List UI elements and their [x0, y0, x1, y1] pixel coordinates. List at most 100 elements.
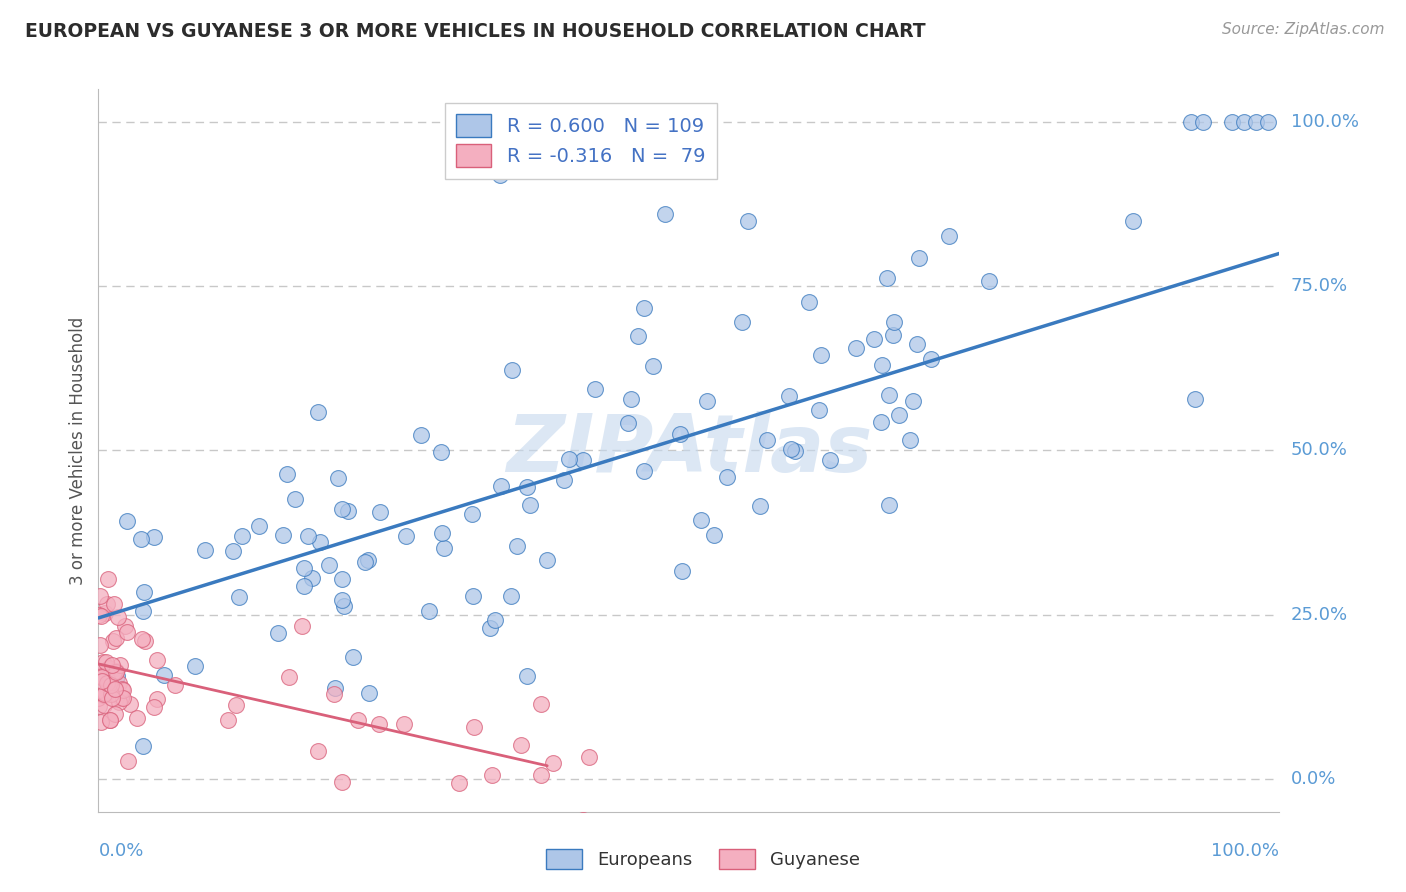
Point: [908, 251, 931, 265]
Point: [530, 698, 553, 712]
Point: [571, 452, 593, 467]
Point: [877, 499, 900, 513]
Point: [977, 274, 1000, 288]
Point: [97, 673, 120, 688]
Point: [125, 711, 148, 725]
Point: [225, 698, 247, 712]
Point: [94, 606, 117, 620]
Point: [111, 682, 134, 697]
Point: [100, 678, 122, 692]
Point: [222, 543, 245, 558]
Point: [98, 677, 121, 691]
Point: [104, 631, 127, 645]
Text: 100.0%: 100.0%: [1291, 113, 1358, 131]
Point: [337, 503, 360, 517]
Point: [104, 682, 127, 697]
Text: ZIPAtlas: ZIPAtlas: [506, 411, 872, 490]
Point: [810, 348, 832, 362]
Point: [91, 664, 114, 678]
Point: [807, 403, 830, 417]
Point: [93, 672, 115, 686]
Point: [96, 676, 118, 690]
Point: [510, 739, 533, 753]
Point: [578, 749, 600, 764]
Point: [105, 668, 128, 682]
Legend: Europeans, Guyanese: Europeans, Guyanese: [537, 839, 869, 879]
Point: [1184, 392, 1206, 406]
Point: [307, 404, 329, 418]
Point: [898, 433, 921, 447]
Point: [134, 633, 156, 648]
Point: [516, 479, 538, 493]
Point: [779, 442, 801, 456]
Point: [323, 681, 346, 695]
Point: [877, 388, 900, 402]
Point: [778, 388, 800, 402]
Point: [755, 433, 778, 447]
Point: [737, 213, 759, 227]
Point: [641, 359, 664, 373]
Point: [90, 715, 112, 730]
Point: [716, 470, 738, 484]
Point: [90, 669, 112, 683]
Point: [489, 168, 512, 182]
Point: [146, 691, 169, 706]
Point: [1257, 115, 1279, 129]
Point: [612, 827, 634, 841]
Point: [276, 467, 298, 481]
Point: [91, 655, 114, 669]
Point: [111, 682, 134, 697]
Point: [291, 619, 314, 633]
Point: [353, 555, 375, 569]
Point: [101, 633, 124, 648]
Point: [368, 716, 391, 731]
Text: 0.0%: 0.0%: [98, 842, 143, 860]
Point: [153, 667, 176, 681]
Point: [96, 597, 118, 611]
Point: [107, 695, 129, 709]
Point: [132, 739, 155, 753]
Point: [217, 713, 239, 727]
Point: [433, 541, 456, 556]
Point: [115, 625, 138, 640]
Point: [110, 690, 132, 705]
Point: [731, 315, 754, 329]
Point: [111, 690, 134, 705]
Point: [194, 542, 217, 557]
Point: [93, 688, 115, 702]
Point: [489, 479, 512, 493]
Point: [104, 665, 127, 679]
Point: [1244, 115, 1267, 129]
Point: [318, 558, 340, 572]
Point: [1191, 115, 1213, 129]
Text: EUROPEAN VS GUYANESE 3 OR MORE VEHICLES IN HOUSEHOLD CORRELATION CHART: EUROPEAN VS GUYANESE 3 OR MORE VEHICLES …: [25, 22, 927, 41]
Point: [94, 686, 117, 700]
Point: [98, 714, 121, 728]
Point: [330, 502, 353, 516]
Point: [519, 498, 541, 512]
Point: [104, 665, 127, 679]
Text: 0.0%: 0.0%: [1291, 770, 1336, 788]
Point: [271, 528, 294, 542]
Point: [785, 444, 807, 458]
Point: [478, 621, 501, 635]
Point: [553, 473, 575, 487]
Point: [108, 657, 131, 672]
Point: [905, 337, 928, 351]
Point: [142, 530, 165, 544]
Point: [619, 392, 641, 406]
Text: 25.0%: 25.0%: [1291, 606, 1348, 624]
Point: [228, 590, 250, 604]
Point: [530, 768, 553, 782]
Point: [484, 613, 506, 627]
Point: [668, 426, 690, 441]
Point: [633, 464, 655, 478]
Point: [633, 301, 655, 315]
Point: [132, 585, 155, 599]
Point: [463, 720, 485, 734]
Point: [418, 604, 440, 618]
Y-axis label: 3 or more Vehicles in Household: 3 or more Vehicles in Household: [69, 317, 87, 584]
Point: [541, 756, 564, 771]
Point: [342, 649, 364, 664]
Point: [90, 608, 112, 623]
